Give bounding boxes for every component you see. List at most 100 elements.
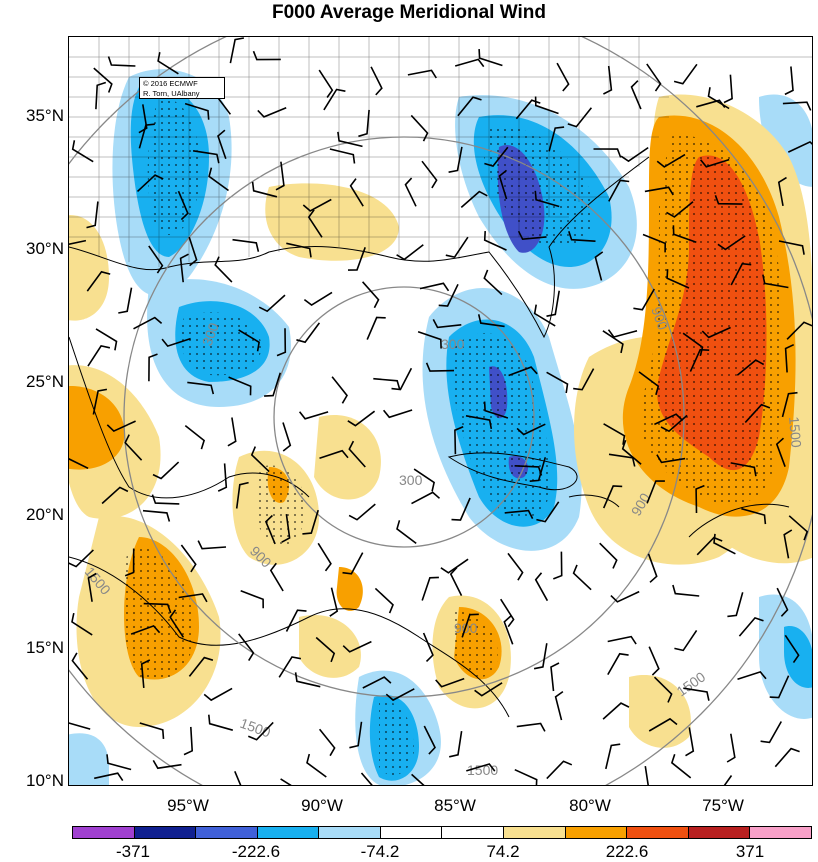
wind-barb — [93, 67, 113, 93]
wind-barb — [178, 593, 208, 603]
wind-barb — [723, 775, 733, 785]
wind-barb — [342, 552, 364, 575]
wind-barbs — [69, 37, 812, 785]
wind-barb — [264, 372, 282, 397]
wind-barb — [208, 714, 234, 731]
wind-barb — [229, 37, 245, 64]
wind-barb — [275, 161, 285, 191]
wind-barb — [666, 269, 690, 289]
wind-barb — [460, 190, 488, 209]
wind-barb — [603, 65, 613, 95]
wind-barb — [138, 104, 148, 134]
wind-barb — [188, 236, 198, 267]
wind-barb — [421, 160, 438, 189]
wind-barb — [517, 230, 547, 241]
wind-barb — [760, 721, 782, 744]
wind-barb — [411, 491, 441, 505]
wind-barb — [685, 727, 695, 757]
wind-barb — [323, 88, 346, 111]
wind-barb — [133, 316, 163, 330]
wind-barb — [554, 690, 564, 721]
wind-barb — [362, 281, 380, 309]
wind-barb — [689, 348, 710, 372]
wind-barb — [360, 772, 373, 785]
wind-barb — [514, 768, 538, 785]
wind-barb — [421, 576, 439, 601]
wind-barb — [762, 274, 789, 289]
wind-barb — [648, 646, 660, 676]
wind-barb — [653, 676, 673, 703]
wind-barb — [269, 562, 284, 592]
wind-barb — [180, 544, 197, 573]
wind-barb — [203, 687, 233, 702]
wind-barb — [410, 114, 429, 142]
wind-barb — [477, 314, 505, 328]
wind-barb — [682, 332, 704, 357]
wind-barb — [607, 329, 638, 338]
wind-barb — [362, 676, 392, 689]
wind-barb — [69, 549, 94, 568]
wind-barb — [784, 343, 795, 373]
wind-barb — [449, 730, 463, 758]
colorbar-swatch — [504, 827, 566, 838]
wind-barb — [508, 366, 538, 377]
wind-barb — [461, 613, 479, 638]
wind-barb — [607, 652, 629, 675]
wind-barb — [656, 153, 686, 168]
wind-barb — [516, 423, 546, 436]
wind-barb — [738, 616, 764, 637]
credit-line-1: © 2016 ECMWF — [143, 79, 198, 88]
wind-barb — [546, 290, 560, 317]
wind-barb — [71, 652, 89, 680]
wind-barb — [648, 717, 678, 732]
wind-barb — [258, 294, 286, 313]
wind-barb — [69, 722, 91, 730]
wind-barb — [296, 322, 321, 344]
wind-barb — [317, 542, 332, 572]
wind-barb — [507, 552, 524, 581]
wind-barb — [546, 371, 569, 394]
wind-barb — [695, 484, 705, 514]
ring-label: 300 — [199, 320, 222, 348]
wind-barb — [187, 381, 215, 395]
wind-barb — [774, 747, 800, 768]
lon-label-75: 75°W — [702, 796, 744, 815]
wind-barb — [71, 612, 93, 636]
colorbar-swatch — [750, 827, 811, 838]
wind-barb — [349, 178, 364, 207]
wind-barb — [407, 69, 437, 79]
wind-barb — [101, 486, 129, 505]
wind-barb — [152, 461, 180, 480]
wind-barb — [457, 96, 482, 117]
wind-barb — [605, 743, 621, 770]
wind-barb — [568, 230, 596, 242]
wind-barb — [143, 602, 172, 614]
colorbar-swatch — [442, 827, 505, 838]
wind-barb — [348, 503, 376, 521]
wind-barb — [95, 328, 118, 351]
wind-barb — [319, 449, 349, 460]
wind-barb — [647, 553, 658, 583]
ring-label: 900 — [648, 305, 671, 333]
wind-barb — [247, 721, 274, 741]
wind-barb — [382, 409, 413, 419]
wind-barb — [179, 253, 189, 283]
wind-barb — [515, 99, 541, 120]
wind-barb — [448, 146, 463, 173]
wind-barb — [302, 198, 332, 212]
wind-barb — [348, 440, 366, 468]
wind-barb — [385, 688, 415, 702]
wind-barb — [673, 63, 698, 85]
wind-barb — [787, 140, 812, 153]
wind-barb — [683, 687, 710, 701]
wind-barb — [644, 765, 649, 785]
wind-barb — [593, 148, 622, 158]
wind-barb — [252, 50, 281, 61]
ring-label: 300 — [399, 472, 423, 488]
wind-barb — [130, 624, 161, 635]
wind-barb — [435, 677, 465, 688]
wind-barb — [285, 609, 307, 632]
lat-label-30: 30°N — [26, 239, 64, 258]
wind-barb — [744, 403, 771, 423]
wind-barb — [672, 584, 700, 597]
